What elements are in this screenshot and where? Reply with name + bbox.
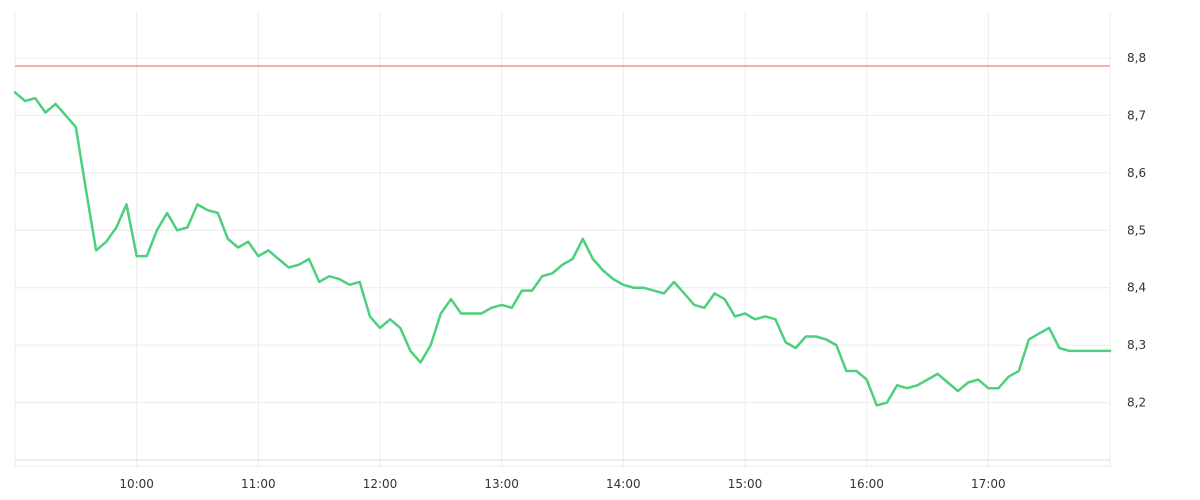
axes (15, 459, 1110, 467)
series-layer (13, 91, 1112, 407)
x-tick-label: 15:00 (728, 477, 763, 491)
tick-labels: 10:00 11:00 12:00 13:00 14:00 15:00 16:00 17:00… (119, 51, 1146, 491)
x-tick-label: 13:00 (484, 477, 519, 491)
x-tick-label: 17:00 (971, 477, 1006, 491)
y-tick-label: 8,6 (1127, 166, 1146, 180)
y-tick-label: 8,2 (1127, 396, 1146, 410)
y-tick-label: 8,4 (1127, 281, 1146, 295)
y-tick-label: 8,5 (1127, 223, 1146, 237)
x-tick-label: 12:00 (363, 477, 398, 491)
y-tick-label: 8,7 (1127, 108, 1146, 122)
x-tick-label: 14:00 (606, 477, 641, 491)
grid (14, 12, 1111, 468)
y-tick-label: 8,8 (1127, 51, 1146, 65)
series-line (13, 91, 1112, 407)
y-tick-label: 8,3 (1127, 338, 1146, 352)
x-tick-label: 16:00 (849, 477, 884, 491)
x-tick-label: 11:00 (241, 477, 276, 491)
x-tick-label: 10:00 (119, 477, 154, 491)
